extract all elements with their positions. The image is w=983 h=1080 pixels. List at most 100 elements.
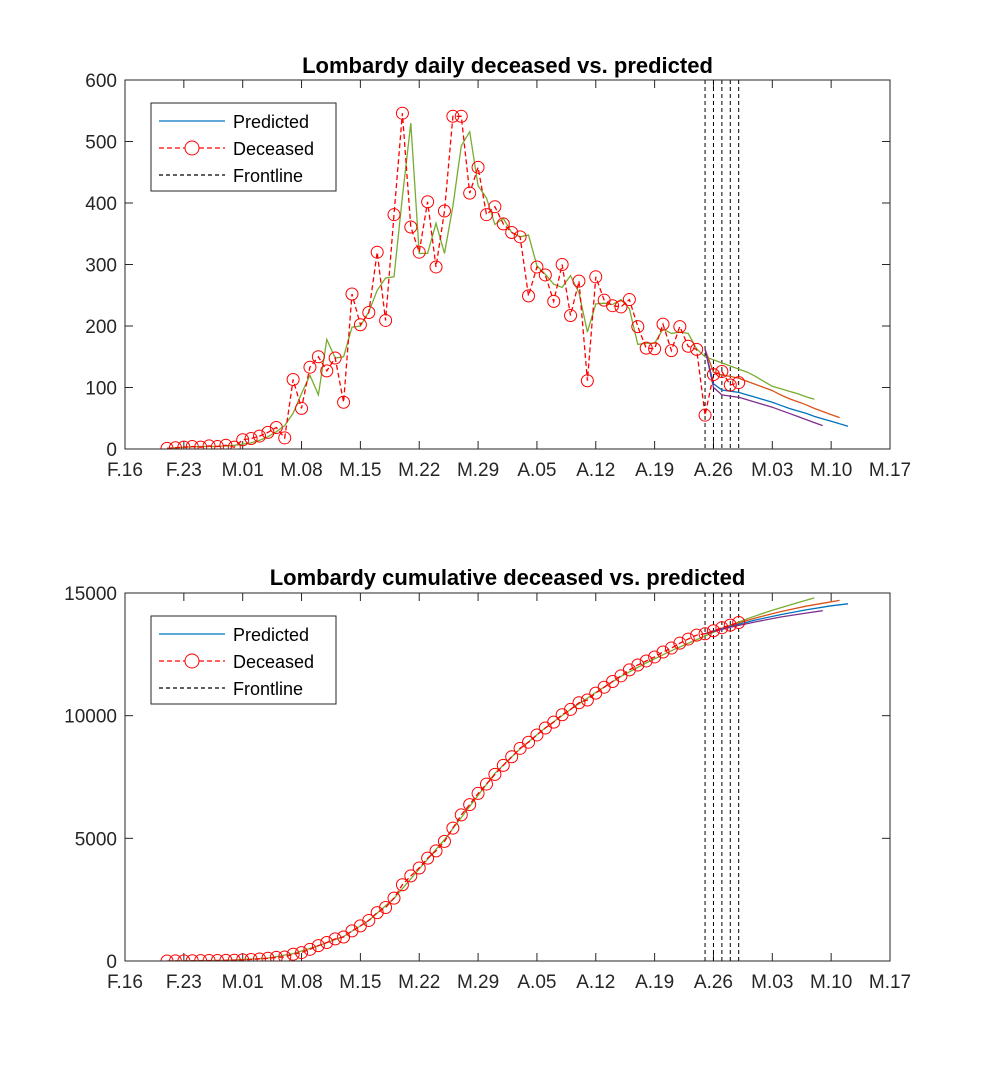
axes-frame	[124, 592, 891, 962]
deceased-point	[496, 217, 510, 231]
deceased-point	[555, 258, 569, 271]
x-tick-label: M.17	[869, 460, 911, 481]
deceased-point	[236, 433, 250, 447]
x-tick-label: A.19	[635, 460, 674, 481]
deceased-point	[328, 351, 342, 365]
deceased-point	[286, 947, 300, 961]
deceased-point	[530, 260, 544, 274]
deceased-point	[681, 632, 695, 646]
deceased-point	[210, 953, 224, 961]
deceased-point	[437, 834, 451, 848]
x-tick-label: M.17	[869, 972, 911, 993]
deceased-point	[446, 109, 460, 123]
x-tick-label: A.12	[576, 972, 615, 993]
deceased-point	[522, 735, 536, 749]
deceased-point	[446, 821, 460, 835]
x-tick-label: A.12	[576, 460, 615, 481]
x-tick-label: M.29	[457, 972, 499, 993]
deceased-point	[681, 339, 695, 353]
deceased-point	[698, 408, 712, 422]
legend-label: Deceased	[233, 139, 314, 159]
deceased-point	[210, 440, 224, 449]
deceased-point	[278, 950, 292, 961]
legend: Predicted Deceased Frontline	[150, 102, 337, 192]
deceased-point	[412, 245, 426, 259]
deceased-point	[219, 438, 233, 449]
deceased-point	[547, 715, 561, 729]
deceased-point	[547, 294, 561, 308]
legend-label: Predicted	[233, 625, 309, 645]
deceased-point	[715, 365, 729, 379]
daily-chart: Lombardy daily deceased vs. predicted 0 10…	[85, 53, 911, 481]
deceased-point	[379, 900, 393, 914]
deceased-point	[488, 200, 502, 214]
x-tick-label: M.08	[280, 972, 322, 993]
deceased-point	[706, 624, 720, 638]
x-tick-label: M.22	[398, 972, 440, 993]
x-tick-label: A.05	[517, 972, 556, 993]
deceased-point	[589, 270, 603, 284]
x-tick-label: M.01	[222, 460, 264, 481]
chart-title: Lombardy daily deceased vs. predicted	[302, 53, 713, 78]
deceased-point	[656, 645, 670, 659]
deceased-point	[421, 851, 435, 865]
deceased-point	[185, 440, 199, 449]
y-tick-label: 300	[85, 256, 117, 277]
deceased-point	[227, 440, 241, 449]
legend-label: Frontline	[233, 679, 303, 699]
deceased-point	[227, 953, 241, 961]
deceased-point	[471, 786, 485, 800]
deceased-point	[505, 226, 519, 240]
y-tick-label: 0	[106, 952, 117, 973]
deceased-point	[337, 930, 351, 944]
predicted-series-line	[704, 599, 840, 635]
deceased-point	[194, 440, 208, 449]
x-tick-label: A.26	[694, 972, 733, 993]
deceased-point	[496, 758, 510, 772]
deceased-point	[454, 109, 468, 123]
deceased-point	[690, 628, 704, 642]
deceased-point	[639, 654, 653, 668]
deceased-point	[379, 313, 393, 327]
deceased-point	[572, 696, 586, 710]
y-tick-label: 200	[85, 317, 117, 338]
deceased-point	[471, 160, 485, 174]
x-tick-label: M.03	[751, 972, 793, 993]
x-tick-label: M.15	[339, 972, 381, 993]
deceased-point	[715, 621, 729, 635]
deceased-point	[337, 395, 351, 409]
predicted-series-line	[704, 603, 849, 635]
deceased-point	[631, 320, 645, 334]
deceased-point	[631, 658, 645, 672]
predicted-series-line	[704, 349, 823, 427]
deceased-point	[261, 425, 275, 439]
deceased-point	[253, 429, 267, 443]
deceased-point	[429, 260, 443, 274]
deceased-point	[505, 750, 519, 764]
x-tick-label: M.08	[280, 460, 322, 481]
deceased-point	[723, 378, 737, 392]
deceased-point	[429, 844, 443, 858]
x-tick-label: M.01	[222, 972, 264, 993]
legend: Predicted Deceased Frontline	[150, 615, 337, 705]
deceased-point	[404, 869, 418, 883]
deceased-point	[522, 289, 536, 303]
deceased-point	[345, 924, 359, 938]
legend-label: Frontline	[233, 166, 303, 186]
deceased-point	[320, 364, 334, 378]
deceased-point	[278, 431, 292, 445]
deceased-point	[295, 946, 309, 960]
deceased-point	[606, 299, 620, 313]
deceased-series-line	[166, 621, 739, 961]
predicted-series-line	[704, 610, 823, 635]
deceased-point	[387, 208, 401, 222]
deceased-point	[421, 195, 435, 209]
deceased-point	[202, 439, 216, 449]
deceased-point	[479, 208, 493, 222]
deceased-point	[328, 932, 342, 946]
deceased-point	[538, 268, 552, 282]
deceased-point	[664, 641, 678, 655]
deceased-point	[261, 951, 275, 961]
deceased-point	[395, 106, 409, 120]
